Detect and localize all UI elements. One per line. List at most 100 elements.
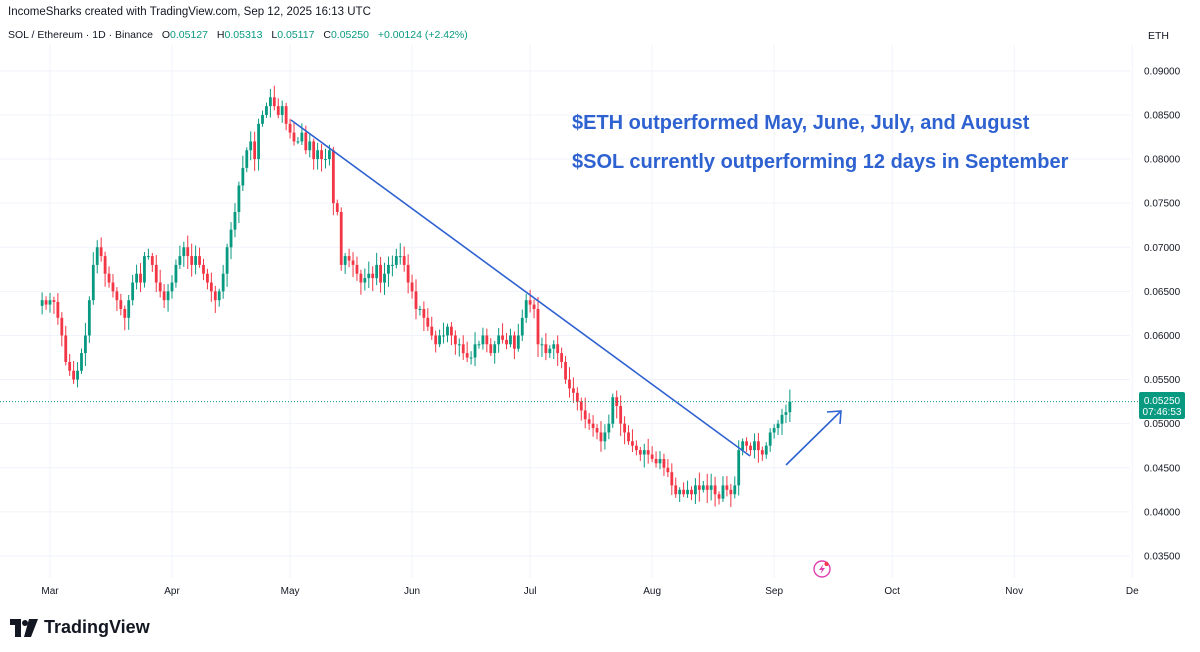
price-tick-label: 0.05500: [1144, 375, 1181, 386]
candle: [182, 241, 186, 267]
candle: [520, 309, 524, 342]
candle: [741, 438, 745, 456]
time-axis[interactable]: Mar Apr May Jun Jul Aug Sep Oct Nov De: [41, 586, 1139, 597]
candle: [485, 328, 489, 353]
candle: [694, 478, 697, 504]
time-tick-label: Aug: [643, 586, 661, 597]
downtrend-line: [290, 119, 751, 457]
candle: [209, 272, 213, 302]
candle: [194, 245, 198, 275]
candle: [296, 137, 300, 145]
candle: [91, 252, 95, 305]
candle: [312, 138, 316, 170]
candle: [772, 424, 776, 439]
candle: [509, 328, 512, 348]
price-tick-label: 0.06500: [1144, 287, 1181, 298]
candle: [575, 387, 579, 411]
candle: [139, 263, 142, 293]
symbol-name: SOL / Ethereum · 1D · Binance: [8, 29, 153, 41]
candle: [253, 131, 257, 171]
candle: [174, 259, 178, 288]
candle: [80, 348, 83, 374]
candle: [682, 482, 686, 497]
candle: [430, 316, 434, 340]
high-value: 0.05313: [224, 29, 263, 41]
candle: [560, 347, 564, 369]
time-tick-label: Nov: [1005, 586, 1023, 597]
candle: [701, 480, 705, 493]
chart-attribution: IncomeSharks created with TradingView.co…: [8, 6, 371, 18]
candle: [780, 408, 784, 435]
price-tick-label: 0.08000: [1144, 155, 1181, 166]
candle: [221, 264, 225, 299]
close-value: 0.05250: [330, 29, 369, 41]
price-tick-label: 0.07000: [1144, 243, 1181, 254]
candle: [788, 389, 792, 422]
annotation-eth: $ETH outperformed May, June, July, and A…: [572, 112, 1030, 134]
candle: [638, 446, 642, 461]
tradingview-icon: [10, 618, 38, 637]
candle: [634, 440, 638, 456]
price-tick-label: 0.04500: [1144, 463, 1181, 474]
high-label: H: [216, 29, 225, 41]
candle: [127, 295, 131, 330]
candle: [768, 428, 772, 452]
candle: [186, 235, 190, 269]
change-value: +0.00124 (+2.42%): [377, 29, 468, 41]
candle: [532, 299, 536, 319]
candle: [548, 345, 552, 358]
candle: [233, 203, 237, 238]
candle: [190, 243, 194, 277]
currency-label[interactable]: ETH: [1148, 30, 1169, 42]
candle: [418, 305, 422, 316]
candle: [556, 335, 560, 366]
candle: [99, 237, 103, 262]
time-tick-label: Oct: [884, 586, 900, 597]
candle: [528, 289, 532, 313]
symbol-legend[interactable]: SOL / Ethereum · 1D · Binance O0.05127 H…: [8, 29, 468, 41]
candle: [245, 147, 249, 173]
candle: [115, 287, 119, 312]
candle: [276, 98, 280, 119]
candle: [150, 252, 154, 272]
price-tick-label: 0.05000: [1144, 419, 1181, 430]
candle: [143, 252, 146, 288]
candle: [477, 340, 481, 349]
candle: [473, 332, 477, 367]
price-tick-label: 0.09000: [1144, 66, 1181, 77]
candle: [335, 199, 339, 216]
candle: [760, 446, 764, 461]
candle: [84, 322, 87, 367]
candle: [284, 102, 288, 131]
candle: [288, 118, 292, 139]
candle: [339, 207, 343, 271]
candles: [40, 85, 792, 507]
candle: [347, 248, 351, 268]
candle: [457, 338, 461, 357]
candle: [87, 296, 91, 343]
candle: [678, 487, 682, 503]
candle: [434, 330, 438, 353]
candle: [154, 255, 158, 293]
candle: [166, 284, 170, 312]
candle: [516, 323, 520, 352]
candle: [198, 247, 201, 268]
open-label: O: [161, 29, 171, 41]
lightning-icon[interactable]: [813, 560, 831, 578]
candle: [591, 415, 595, 437]
candle: [355, 256, 359, 281]
tradingview-logo[interactable]: TradingView: [10, 617, 150, 638]
close-label: C: [323, 29, 331, 41]
candle: [631, 429, 634, 452]
price-axis[interactable]: 0.03500 0.04000 0.04500 0.05000 0.05500 0.060…: [1144, 66, 1181, 562]
time-tick-label: Jul: [524, 586, 537, 597]
candle: [206, 268, 209, 290]
candle: [603, 424, 607, 450]
candle: [72, 360, 76, 384]
annotation-sol: $SOL currently outperforming 12 days in …: [572, 151, 1069, 173]
candle: [422, 301, 426, 331]
candle: [497, 327, 501, 353]
candle: [501, 323, 504, 344]
candle: [241, 155, 245, 191]
